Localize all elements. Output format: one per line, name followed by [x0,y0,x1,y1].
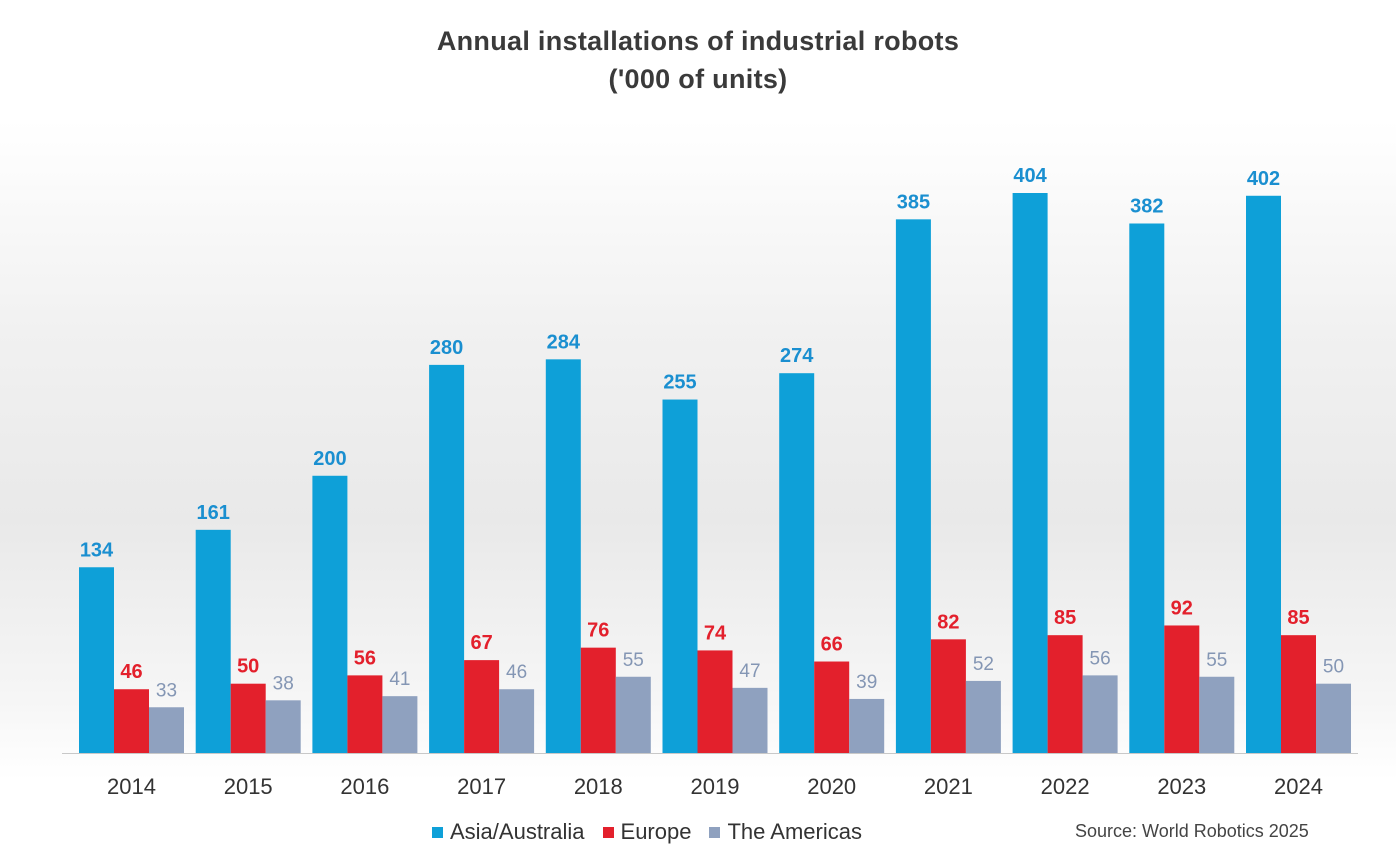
bar-asia-2023 [1129,223,1165,753]
x-tick-label-2019: 2019 [691,774,740,799]
data-label-asia-2020: 274 [780,345,814,367]
data-label-europe-2019: 74 [704,622,727,644]
data-label-europe-2014: 46 [120,661,142,683]
bar-europe-2015 [230,683,266,753]
chart-subtitle: ('000 of units) [608,64,788,94]
data-label-europe-2024: 85 [1287,607,1309,629]
data-label-americas-2020: 39 [856,672,877,693]
legend-item-europe: Europe [602,819,692,845]
data-label-americas-2023: 55 [1206,650,1227,671]
bar-europe-2024 [1281,635,1316,753]
bar-americas-2014 [149,707,184,753]
data-label-asia-2015: 161 [197,502,230,524]
data-label-americas-2016: 41 [389,669,410,690]
x-tick-label-2014: 2014 [107,774,156,799]
data-label-asia-2017: 280 [430,337,463,359]
bar-americas-2022 [1082,675,1118,753]
data-label-europe-2018: 76 [587,620,609,642]
x-tick-label-2018: 2018 [574,774,623,799]
bar-americas-2017 [499,689,535,753]
bar-asia-2020 [779,373,815,753]
bar-europe-2018 [580,647,616,753]
bar-asia-2024 [1246,195,1281,753]
bar-europe-2022 [1047,635,1083,753]
bar-americas-2018 [615,676,651,753]
data-label-americas-2024: 50 [1323,657,1344,678]
bar-americas-2023 [1199,676,1235,753]
legend-item-americas: The Americas [709,819,862,845]
data-label-europe-2017: 67 [470,632,492,654]
legend-label-europe: Europe [620,819,692,844]
bar-americas-2019 [732,687,768,753]
bar-europe-2016 [347,675,383,753]
data-label-asia-2018: 284 [547,331,581,353]
legend-label-americas: The Americas [727,819,862,844]
data-label-asia-2021: 385 [897,191,930,213]
bar-americas-2024 [1316,683,1351,753]
data-label-americas-2019: 47 [739,661,760,682]
bar-europe-2019 [697,650,733,753]
legend-swatch-europe [602,826,614,838]
legend-item-asia: Asia/Australia [432,819,585,845]
data-label-asia-2023: 382 [1130,195,1163,217]
data-label-americas-2018: 55 [623,650,644,671]
bar-americas-2021 [965,680,1001,753]
data-label-asia-2024: 402 [1247,168,1280,190]
data-label-asia-2016: 200 [313,448,346,470]
data-label-asia-2019: 255 [663,372,696,394]
data-label-europe-2016: 56 [354,647,376,669]
x-tick-label-2024: 2024 [1274,774,1323,799]
bar-americas-2016 [382,696,418,753]
bar-asia-2021 [895,219,931,753]
data-label-americas-2021: 52 [973,654,994,675]
source-note: Source: World Robotics 2025 [1075,821,1309,841]
bar-europe-2021 [930,639,966,753]
x-tick-label-2023: 2023 [1157,774,1206,799]
bar-asia-2019 [662,399,698,753]
bar-americas-2015 [265,700,301,753]
data-label-americas-2022: 56 [1090,648,1111,669]
bar-europe-2023 [1164,625,1200,753]
bar-europe-2017 [464,660,500,753]
data-label-europe-2015: 50 [237,656,259,678]
bar-europe-2020 [814,661,850,753]
bar-asia-2022 [1012,193,1048,753]
data-label-europe-2022: 85 [1054,607,1076,629]
x-tick-label-2020: 2020 [807,774,856,799]
x-tick-label-2017: 2017 [457,774,506,799]
chart-title: Annual installations of industrial robot… [436,26,960,56]
legend-swatch-americas [709,826,721,838]
x-tick-label-2021: 2021 [924,774,973,799]
x-tick-label-2016: 2016 [340,774,389,799]
data-label-europe-2023: 92 [1171,597,1193,619]
legend-swatch-asia [432,826,443,838]
bar-asia-2017 [429,364,465,753]
bar-asia-2014 [79,567,114,753]
bar-asia-2016 [312,475,348,753]
bar-asia-2015 [195,529,231,753]
x-tick-label-2022: 2022 [1041,774,1090,799]
bar-asia-2018 [545,359,581,753]
bar-americas-2020 [849,698,885,753]
x-tick-label-2015: 2015 [224,774,273,799]
data-label-asia-2014: 134 [80,539,114,561]
bar-europe-2014 [114,689,149,753]
data-label-americas-2014: 33 [156,680,177,701]
data-label-americas-2017: 46 [506,662,527,683]
chart-legend: Asia/Australia Europe The Americas [432,818,880,846]
data-label-europe-2021: 82 [937,611,959,633]
legend-label-asia: Asia/Australia [450,819,585,844]
data-label-americas-2015: 38 [273,673,294,694]
data-label-europe-2020: 66 [821,634,843,656]
data-label-asia-2022: 404 [1013,165,1047,187]
